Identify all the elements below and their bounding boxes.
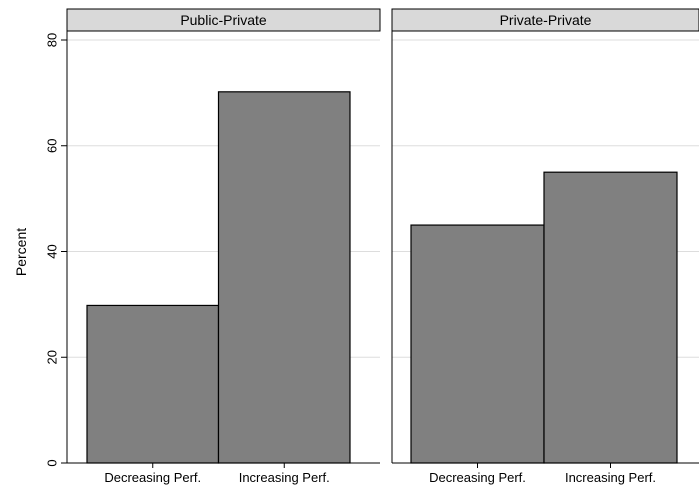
bar <box>543 171 678 464</box>
y-tick-label: 0 <box>45 459 60 466</box>
y-tick-label: 40 <box>45 244 60 258</box>
x-tick-label: Increasing Perf. <box>239 470 330 485</box>
y-axis: 0 20 40 60 80 <box>45 33 68 467</box>
bar <box>86 304 220 464</box>
x-tick-label: Decreasing Perf. <box>429 470 526 485</box>
x-tick-label: Increasing Perf. <box>565 470 656 485</box>
panel-header <box>66 8 381 32</box>
chart-panels: Public-Private Decreasing Perf. Increasing… <box>66 8 699 485</box>
bar <box>217 91 351 464</box>
panel-title: Private-Private <box>500 12 592 28</box>
y-tick-label: 20 <box>45 350 60 364</box>
x-tick-label: Decreasing Perf. <box>104 470 201 485</box>
chart-panel: Public-Private Decreasing Perf. Increasing… <box>66 8 381 485</box>
panel-header <box>391 8 699 32</box>
bar <box>410 224 545 464</box>
y-tick-label: 60 <box>45 139 60 153</box>
panel-title: Public-Private <box>180 12 267 28</box>
y-axis-label: Percent <box>13 228 29 276</box>
y-tick-label: 80 <box>45 33 60 47</box>
chart-panel: Private-Private Decreasing Perf. Increasin… <box>391 8 699 485</box>
